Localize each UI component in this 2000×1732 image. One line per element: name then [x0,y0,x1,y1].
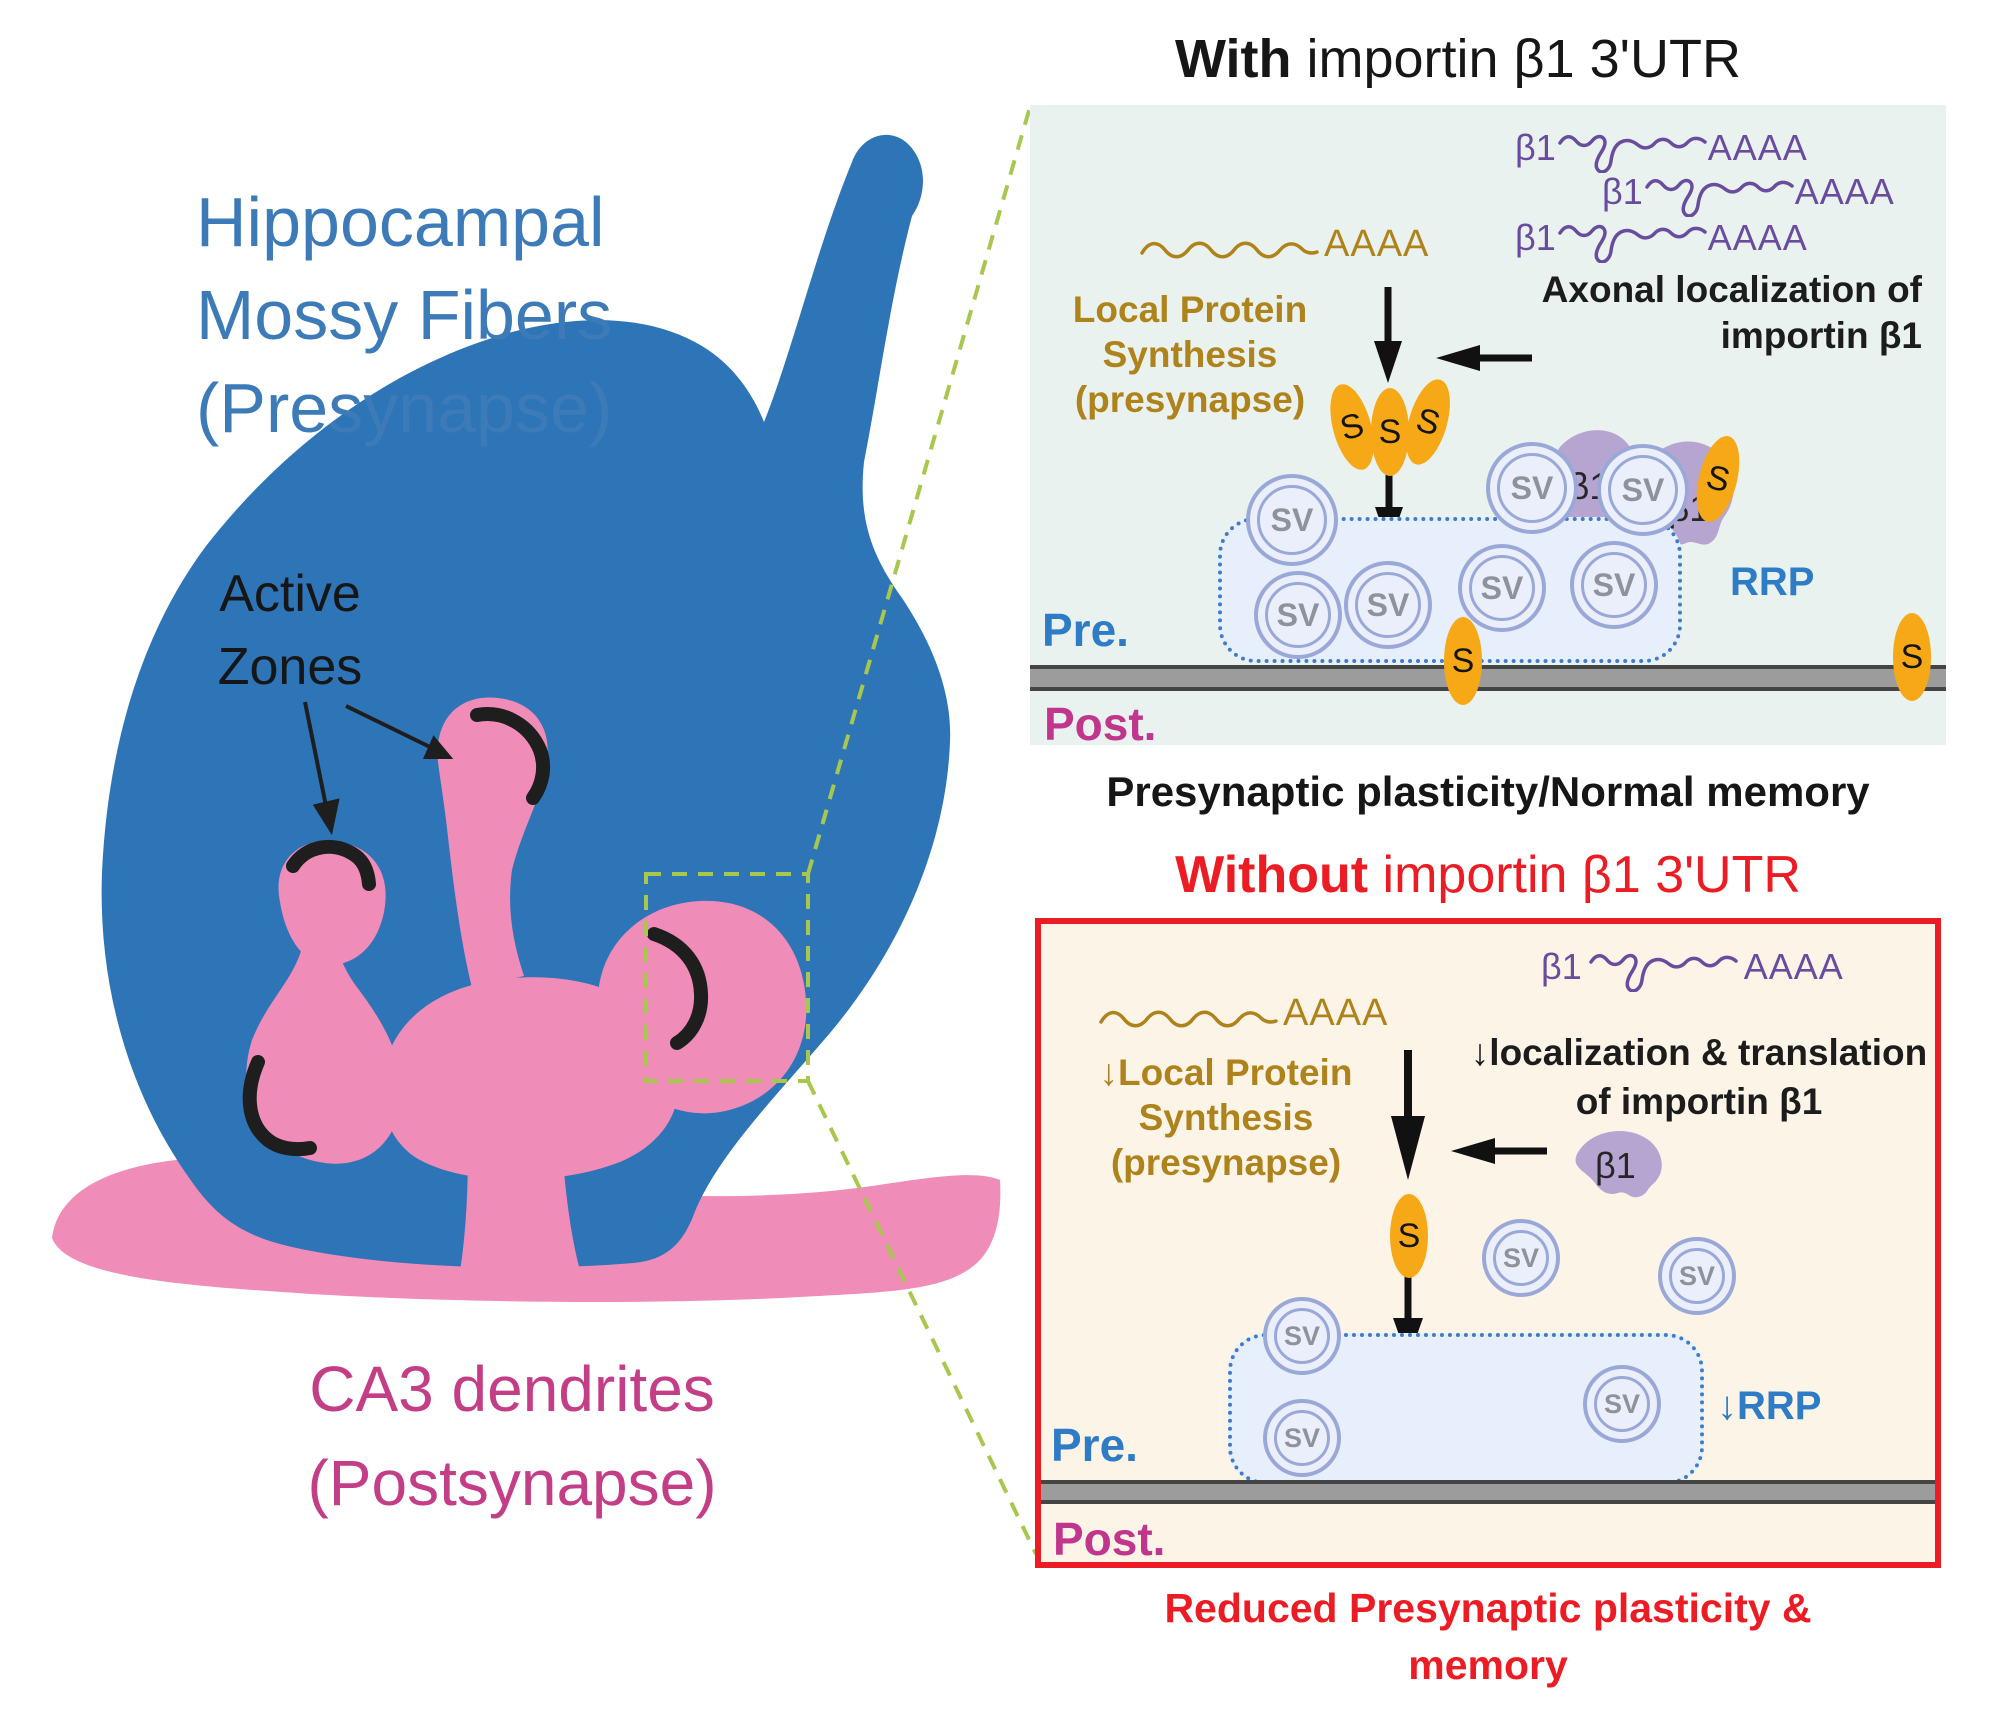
rrp-label: RRP [1730,560,1815,604]
active-zone-arc-4 [647,927,709,1050]
gold-squiggle-icon [1099,1010,1278,1028]
importin-input-arrow-icon [1451,1138,1547,1164]
importin-b1-blob-label: β1 [1595,1145,1636,1186]
synaptic-vesicle: SV [1263,1297,1341,1375]
active-zones-arrows [303,701,454,836]
poly-a-label: AAAA [1324,223,1430,265]
importin-input-arrow-icon [1436,345,1532,371]
local-mrna: AAAA [1099,992,1388,1035]
synaptic-membrane [1041,1480,1935,1504]
mrna-squiggle-icon [1588,953,1738,992]
pre-label: Pre. [1051,1419,1138,1471]
presynapse-title: Hippocampal Mossy Fibers (Presynapse) [196,183,613,447]
synaptic-vesicle: SV [1570,541,1658,629]
without-utr-panel: β1 AAAA AAAA ↓Local Protein Synthesis (p… [1035,918,1941,1568]
poly-a-label: AAAA [1707,217,1808,258]
importin-b1-protein: β1 [1575,1130,1662,1198]
poly-a-label: AAAA [1707,127,1808,168]
active-zone-arc-1 [286,840,376,891]
synaptic-vesicle: SV [1344,561,1432,649]
synaptic-vesicle: SV [1583,1365,1661,1443]
down-arrow-glyph: ↓ [1470,1032,1490,1073]
b1-mrna-label: β1 [1541,946,1582,987]
reduced-rrp-label: ↓RRP [1717,1384,1822,1428]
active-zones-arrow-1 [303,701,328,807]
active-zone-arc-2 [242,1055,317,1157]
dendritic-spines [246,697,807,1284]
b1-mrna-single: β1 AAAA [1541,946,1844,992]
poly-a-label: AAAA [1283,992,1389,1034]
magnified-region-callout [644,106,1038,1555]
post-label: Post. [1044,698,1157,750]
b1-mrna-3: β1 AAAA [1515,217,1808,263]
b1-mrna-label: β1 [1515,127,1556,168]
active-zones-arrow-2 [345,704,431,749]
normal-memory-caption: Presynaptic plasticity/Normal memory [1106,768,1870,815]
callout-line-bottom [806,1080,1038,1555]
synaptic-vesicle: SV [1458,544,1546,632]
down-arrow-glyph: ↓ [1099,1052,1119,1093]
synapsin-protein-docked: S [1444,617,1482,705]
importin-b1-blob-icon [1575,1130,1662,1198]
without-utr-title-bold: Without [1175,846,1369,904]
synapsin-protein: S [1371,388,1409,476]
mrna-squiggle-icon [1644,178,1794,217]
b1-mrna-1: β1 AAAA [1515,127,1808,173]
active-zone-arcs [242,707,709,1157]
without-utr-title: Without importin β1 3'UTR [1030,845,1946,905]
mrna-squiggle-icon [1557,134,1707,173]
translation-arrow-icon [1374,287,1402,383]
synapsin-protein: S [1390,1194,1428,1278]
gold-squiggle-icon [1140,241,1319,259]
with-utr-panel: β1 AAAA β1 AAAA β1 AAAA AAAA Local Prote… [1030,105,1946,750]
synaptic-vesicle: SV [1246,474,1338,566]
without-utr-title-rest: importin β1 3'UTR [1368,846,1801,904]
postsynapse-title: CA3 dendrites (Postsynapse) [307,1353,717,1519]
local-mrna: AAAA [1140,223,1429,266]
local-protein-synthesis-label: Local Protein Synthesis (presynapse) [1072,289,1308,420]
synaptic-vesicle: SV [1597,444,1689,536]
poly-a-label: AAAA [1743,946,1844,987]
reduced-localization-label: ↓localization & translation of importin … [1470,1032,1928,1122]
post-label: Post. [1053,1513,1166,1565]
with-utr-title: With importin β1 3'UTR [1000,28,1916,90]
poly-a-label: AAAA [1794,171,1895,212]
synaptic-vesicle: SV [1254,571,1342,659]
active-zone-arc-3 [470,707,551,805]
synaptic-vesicle: SV [1486,442,1578,534]
reduced-local-synthesis-label: ↓Local Protein Synthesis (presynapse) [1099,1052,1353,1183]
synaptic-vesicle: SV [1482,1219,1560,1297]
b1-mrna-label: β1 [1515,217,1556,258]
synaptic-vesicle: SV [1263,1399,1341,1477]
synapsin-protein-docked: S [1893,613,1931,701]
down-arrow-glyph: ↓ [1717,1384,1737,1428]
with-utr-title-rest: importin β1 3'UTR [1291,29,1741,89]
pre-label: Pre. [1042,604,1129,656]
callout-line-top [806,106,1032,875]
reduced-memory-caption: Reduced Presynaptic plasticity & memory [1164,1585,1812,1688]
b1-mrna-label: β1 [1602,171,1643,212]
synaptic-membrane [1030,665,1946,691]
with-utr-title-bold: With [1175,29,1292,89]
synaptic-vesicle: SV [1658,1237,1736,1315]
b1-mrna-2: β1 AAAA [1602,171,1895,217]
magnified-region-box [644,872,810,1083]
axonal-localization-label: Axonal localization of importin β1 [1541,269,1922,356]
mrna-squiggle-icon [1557,224,1707,263]
active-zones-label: Active Zones [217,565,363,696]
translation-arrow-icon [1391,1050,1425,1180]
